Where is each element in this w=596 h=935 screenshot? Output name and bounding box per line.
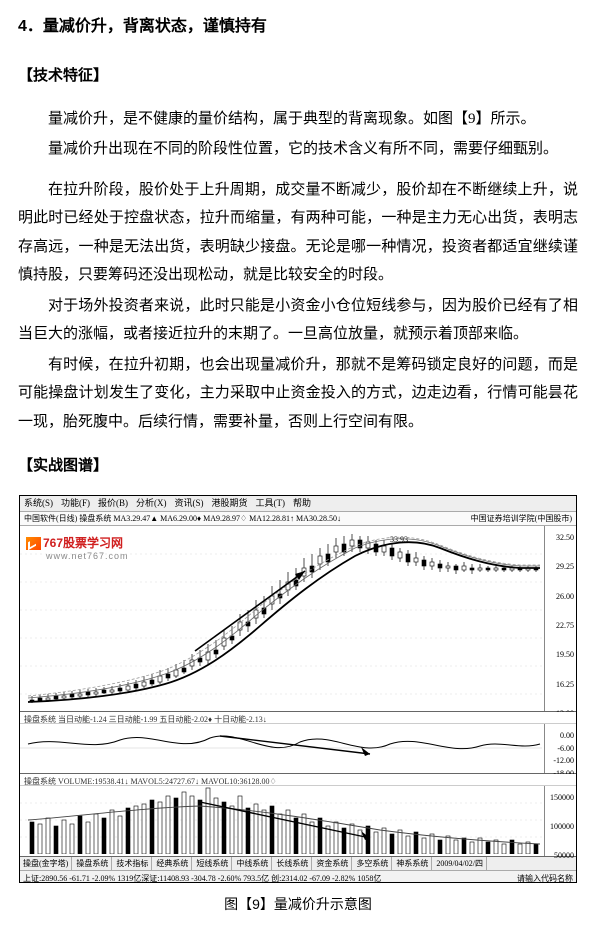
y-tick: 19.50	[556, 647, 574, 662]
menu-item[interactable]: 报价(B)	[98, 495, 128, 512]
y-axis-volume: 15000010000050000	[544, 786, 576, 856]
chart-title-left: 中国软件(日线) 操盘系统 MA3.29.47▲ MA6.29.00♦ MA9.…	[24, 511, 341, 526]
y-axis-main: 32.5029.2526.0022.7519.5016.2513.00	[544, 526, 576, 711]
status-left: 上证:2890.56 -61.71 -2.09% 1319亿深证:11408.9…	[23, 871, 381, 882]
y-tick: 29.25	[556, 559, 574, 574]
paragraph: 有时候，在拉升初期，也会出现量减价升，那就不是筹码锁定良好的问题，而是可能操盘计…	[18, 351, 578, 437]
menu-item[interactable]: 工具(T)	[256, 495, 286, 512]
paragraph: 在拉升阶段，股价处于上升周期，成交量不断减少，股价却在不断继续上升，说明此时已经…	[18, 176, 578, 290]
stock-chart-figure: 系统(S) 功能(F) 报价(B) 分析(X) 资讯(S) 港股期货工具(T) 帮助 中国软…	[19, 495, 577, 883]
momentum-svg	[20, 724, 542, 772]
chart-tab[interactable]: 2009/04/02/四	[436, 856, 487, 870]
y-tick: 22.75	[556, 618, 574, 633]
chart-momentum-panel: 操盘系统 当日动能-1.24 三日动能-1.99 五日动能-2.02♦ 十日动能…	[20, 712, 576, 774]
volume-header: 操盘系统 VOLUME:19538.41↓ MAVOL5:24727.67↓ M…	[20, 774, 576, 786]
section-header-tech: 【技术特征】	[18, 62, 578, 91]
chart-tab[interactable]: 中线系统	[236, 856, 272, 870]
chart-tab-bar: 操盘(金字塔) 操盘系统技术指标经典系统短线系统中线系统长线系统资金系统多空系统神…	[20, 856, 576, 870]
chart-tab[interactable]: 长线系统	[276, 856, 312, 870]
page-title: 4．量减价升，背离状态，谨慎持有	[18, 12, 578, 42]
chart-tab[interactable]: 操盘(金字塔)	[23, 856, 72, 870]
chart-tab[interactable]: 多空系统	[356, 856, 392, 870]
paragraph-group-1: 量减价升，是不健康的量价结构，属于典型的背离现象。如图【9】所示。 量减价升出现…	[18, 105, 578, 164]
chart-tab[interactable]: 神系系统	[396, 856, 432, 870]
y-tick: 16.25	[556, 677, 574, 692]
chart-volume-panel: 操盘系统 VOLUME:19538.41↓ MAVOL5:24727.67↓ M…	[20, 774, 576, 856]
menu-item[interactable]: 功能(F)	[61, 495, 90, 512]
section-header-practice: 【实战图谱】	[18, 452, 578, 481]
chart-tab[interactable]: 技术指标	[116, 856, 152, 870]
menu-item[interactable]: 系统(S)	[24, 495, 53, 512]
chart-menubar: 系统(S) 功能(F) 报价(B) 分析(X) 资讯(S) 港股期货工具(T) 帮助	[20, 496, 576, 512]
main-chart-svg	[20, 526, 542, 712]
chart-title-right: 中国证券培训学院(中国股市)	[471, 511, 572, 526]
y-tick: 32.50	[556, 530, 574, 545]
chart-tab[interactable]: 经典系统	[156, 856, 192, 870]
paragraph: 量减价升，是不健康的量价结构，属于典型的背离现象。如图【9】所示。	[18, 105, 578, 134]
status-input-hint: 请输入代码名称	[517, 871, 573, 882]
menu-item[interactable]: 帮助	[293, 495, 311, 512]
menu-item[interactable]: 分析(X)	[136, 495, 167, 512]
y-axis-momentum: 0.00-6.00-12.00-18.00	[544, 724, 576, 773]
chart-tab[interactable]: 短线系统	[196, 856, 232, 870]
paragraph: 量减价升出现在不同的阶段性位置，它的技术含义有所不同，需要仔细甄别。	[18, 135, 578, 164]
volume-svg	[20, 786, 542, 854]
y-tick: 26.00	[556, 589, 574, 604]
chart-tab[interactable]: 操盘系统	[76, 856, 112, 870]
chart-titlebar: 中国软件(日线) 操盘系统 MA3.29.47▲ MA6.29.00♦ MA9.…	[20, 512, 576, 526]
paragraph: 对于场外投资者来说，此时只能是小资金小仓位短线参与，因为股价已经有了相当巨大的涨…	[18, 292, 578, 349]
y-tick: 150000	[550, 790, 574, 805]
chart-status-bar: 上证:2890.56 -61.71 -2.09% 1319亿深证:11408.9…	[20, 870, 576, 882]
momentum-header: 操盘系统 当日动能-1.24 三日动能-1.99 五日动能-2.02♦ 十日动能…	[20, 712, 576, 724]
figure-caption: 图【9】量减价升示意图	[18, 891, 578, 918]
chart-tab[interactable]: 资金系统	[316, 856, 352, 870]
menu-item[interactable]: 港股期货	[212, 495, 248, 512]
chart-main-panel: 767股票学习网 www.net767.com 33.93 32.5029.25…	[20, 526, 576, 712]
y-tick: 100000	[550, 819, 574, 834]
menu-item[interactable]: 资讯(S)	[175, 495, 204, 512]
